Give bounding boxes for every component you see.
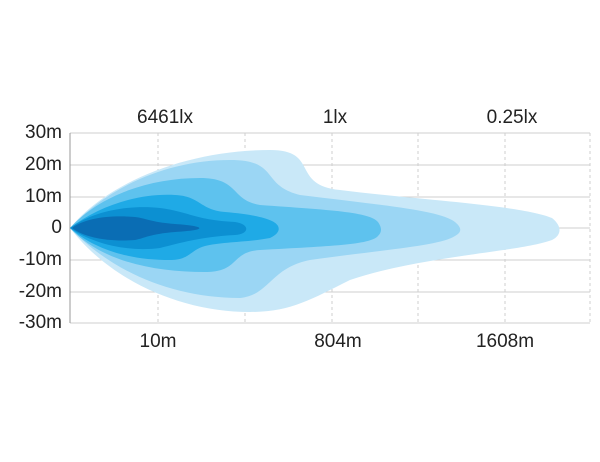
beam xyxy=(70,150,560,312)
y-label: 0 xyxy=(51,217,62,238)
y-label: 10m xyxy=(25,186,62,207)
distance-label: 804m xyxy=(314,331,362,352)
y-label: -10m xyxy=(19,249,62,270)
y-label: -30m xyxy=(19,312,62,333)
y-label: 20m xyxy=(25,154,62,175)
beam-zone xyxy=(72,216,200,241)
lux-label: 1lx xyxy=(323,107,348,128)
lux-label: 0.25lx xyxy=(487,107,538,128)
y-label: -20m xyxy=(19,281,62,302)
distance-label: 10m xyxy=(140,331,177,352)
lux-label: 6461lx xyxy=(137,107,193,128)
y-label: 30m xyxy=(25,122,62,143)
distance-label: 1608m xyxy=(476,331,534,352)
